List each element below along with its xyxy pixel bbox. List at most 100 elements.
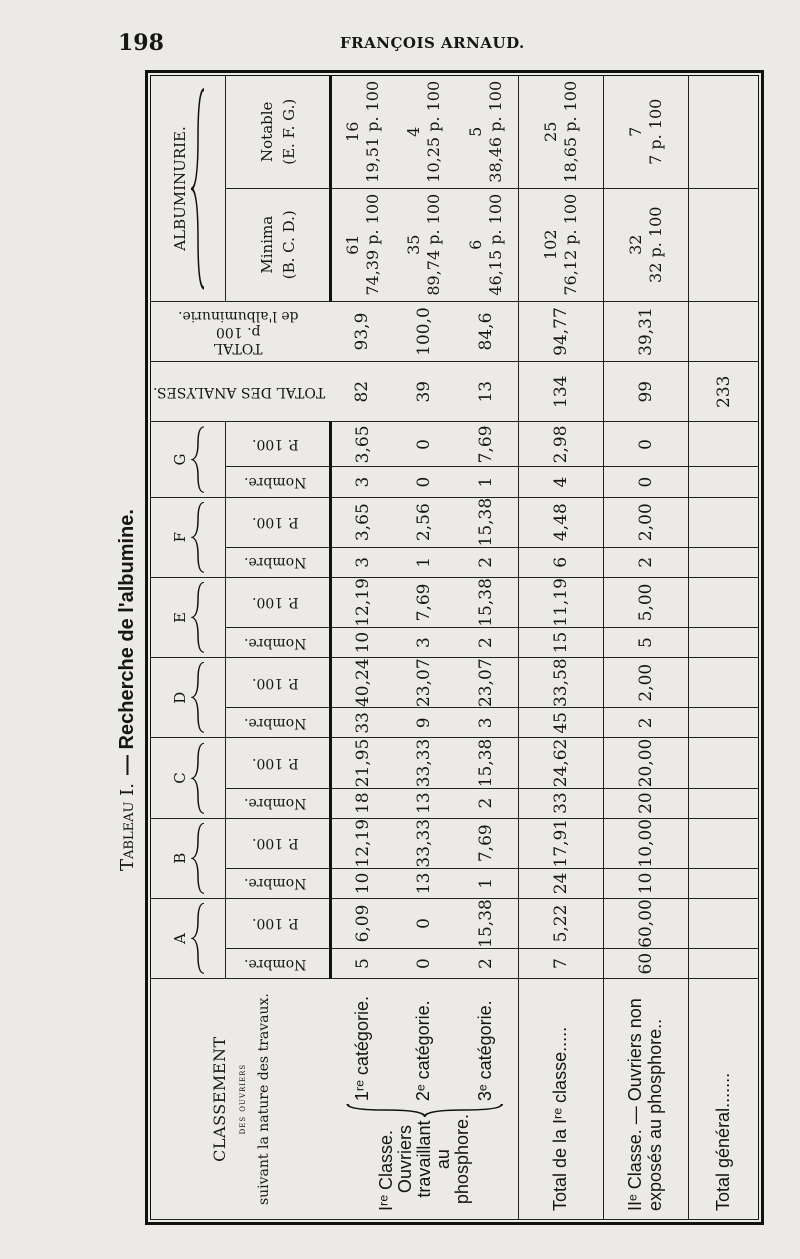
total-analyses-cell: 39: [393, 361, 454, 422]
minima-value: 46,15 p. 100: [485, 193, 505, 296]
pct-cell: 4,48: [518, 497, 604, 548]
minima-cell: 32 32 p. 100: [603, 188, 689, 302]
sub-header-pct: P. 100.: [225, 737, 331, 789]
count-cell: 0: [393, 466, 454, 498]
albumine-table: CLASSEMENT des ouvriers suivant la nature …: [147, 65, 762, 1230]
pct-cell: 15,38: [453, 737, 519, 789]
count-cell: 33: [330, 707, 394, 738]
pct-label: P. 100.: [252, 436, 299, 453]
group-label-line: travaillant: [413, 1120, 434, 1198]
group-header-a: A: [150, 898, 226, 979]
count-cell: 1: [453, 466, 519, 498]
table-row: IIᵉ Classe. — Ouvriers non exposés au ph…: [603, 75, 689, 1220]
count-cell: 60: [603, 948, 689, 979]
pct-cell: 40,24: [330, 657, 394, 708]
notable-value: 5: [465, 126, 485, 137]
notable-value: 10,25 p. 100: [423, 80, 443, 183]
group-letter: B: [171, 852, 189, 864]
pct-cell: 3,65: [330, 497, 394, 548]
count-cell: [688, 788, 759, 819]
notable-value: 18,65 p. 100: [561, 80, 580, 183]
pct-cell: 7,69: [453, 421, 519, 467]
pct-label: P. 100.: [252, 835, 299, 852]
pct-cell: 12,19: [330, 577, 394, 628]
table-row: Iʳᵉ Classe. Ouvriers travaillant au phosphor…: [330, 75, 519, 1220]
total-pct-line: TOTAL: [214, 339, 264, 356]
pct-cell: 10,00: [603, 818, 689, 869]
count-label: Nombre.: [244, 634, 307, 651]
pct-cell: [688, 737, 759, 789]
count-cell: 2: [453, 627, 519, 658]
total-analyses-label: TOTAL DES ANALYSES.: [152, 383, 325, 400]
pct-cell: 15,38: [453, 577, 519, 628]
count-label: Nombre.: [244, 795, 307, 812]
count-cell: [688, 627, 759, 658]
total-pct-line: de l'albuminurie.: [178, 307, 300, 324]
group-header-e: E: [150, 577, 226, 658]
count-cell: 13: [393, 868, 454, 899]
group-letter: E: [171, 612, 189, 623]
total-analyses-cell: 99: [603, 361, 689, 422]
group-label-cell: Iʳᵉ Classe. Ouvriers travaillant au phosphor…: [330, 1103, 519, 1220]
notable-value: 4: [403, 126, 423, 137]
sub-header-count: Nombre.: [225, 948, 331, 979]
count-cell: 9: [393, 707, 454, 738]
count-cell: 3: [393, 627, 454, 658]
count-cell: 24: [518, 868, 604, 899]
pct-label: P. 100.: [252, 674, 299, 691]
count-cell: [688, 466, 759, 498]
pct-cell: 0: [393, 421, 454, 467]
total-pct-cell: 93,9: [330, 301, 394, 362]
table-row: Total général....... 233: [688, 75, 759, 1220]
count-cell: 18: [330, 788, 394, 819]
count-cell: [688, 707, 759, 738]
pct-label: P. 100.: [252, 915, 299, 932]
sub-header-count: Nombre.: [225, 547, 331, 578]
sub-header-count: Nombre.: [225, 707, 331, 738]
pct-cell: 2,98: [518, 421, 604, 467]
count-cell: 0: [603, 466, 689, 498]
group-label-line: au: [432, 1149, 453, 1170]
count-cell: 45: [518, 707, 604, 738]
group-letter: G: [171, 453, 189, 466]
count-cell: 2: [453, 788, 519, 819]
minima-header: Minima (B. C. D.): [225, 188, 331, 302]
group-header-g: G: [150, 421, 226, 498]
total-analyses-cell: 134: [518, 361, 604, 422]
pct-cell: 5,00: [603, 577, 689, 628]
minima-value: 76,12 p. 100: [561, 193, 580, 296]
pct-cell: 0: [603, 421, 689, 467]
notable-value: 25: [541, 121, 560, 142]
notable-header: Notable (E. F. G.): [225, 75, 331, 189]
count-label: Nombre.: [244, 955, 307, 972]
count-cell: 15: [518, 627, 604, 658]
brace-icon: [345, 1103, 503, 1118]
count-cell: 2: [453, 547, 519, 578]
pct-cell: 3,65: [330, 421, 394, 467]
rotated-table-block: Tableau I. — Recherche de l'albumine. CLA…: [110, 65, 762, 1230]
pct-cell: 2,00: [603, 497, 689, 548]
page-number: 198: [118, 30, 164, 56]
sub-header-pct: P. 100.: [225, 421, 331, 467]
minima-value: 61: [342, 234, 362, 255]
count-cell: 2: [603, 707, 689, 738]
pct-label: P. 100.: [252, 594, 299, 611]
classement-header-line: des ouvriers: [236, 1063, 248, 1135]
pct-cell: 24,62: [518, 737, 604, 789]
pct-cell: 17,91: [518, 818, 604, 869]
notable-value: 7: [626, 126, 645, 137]
table-row: 3ᵉ catégorie. 2 15,38 1 7,69 2 15,38 3 23,07 2 15,…: [453, 75, 519, 1220]
sub-header-count: Nombre.: [225, 868, 331, 899]
brace-icon: [191, 426, 205, 493]
minima-value: 6: [465, 239, 485, 250]
pct-cell: 2,56: [393, 497, 454, 548]
pct-cell: 0: [393, 898, 454, 949]
count-cell: 6: [518, 547, 604, 578]
pct-cell: 5,22: [518, 898, 604, 949]
pct-cell: 20,00: [603, 737, 689, 789]
total-pct-cell: 94,77: [518, 301, 604, 362]
pct-cell: 12,19: [330, 818, 394, 869]
total-analyses-header: TOTAL DES ANALYSES.: [150, 361, 331, 422]
group-header-b: B: [150, 818, 226, 899]
